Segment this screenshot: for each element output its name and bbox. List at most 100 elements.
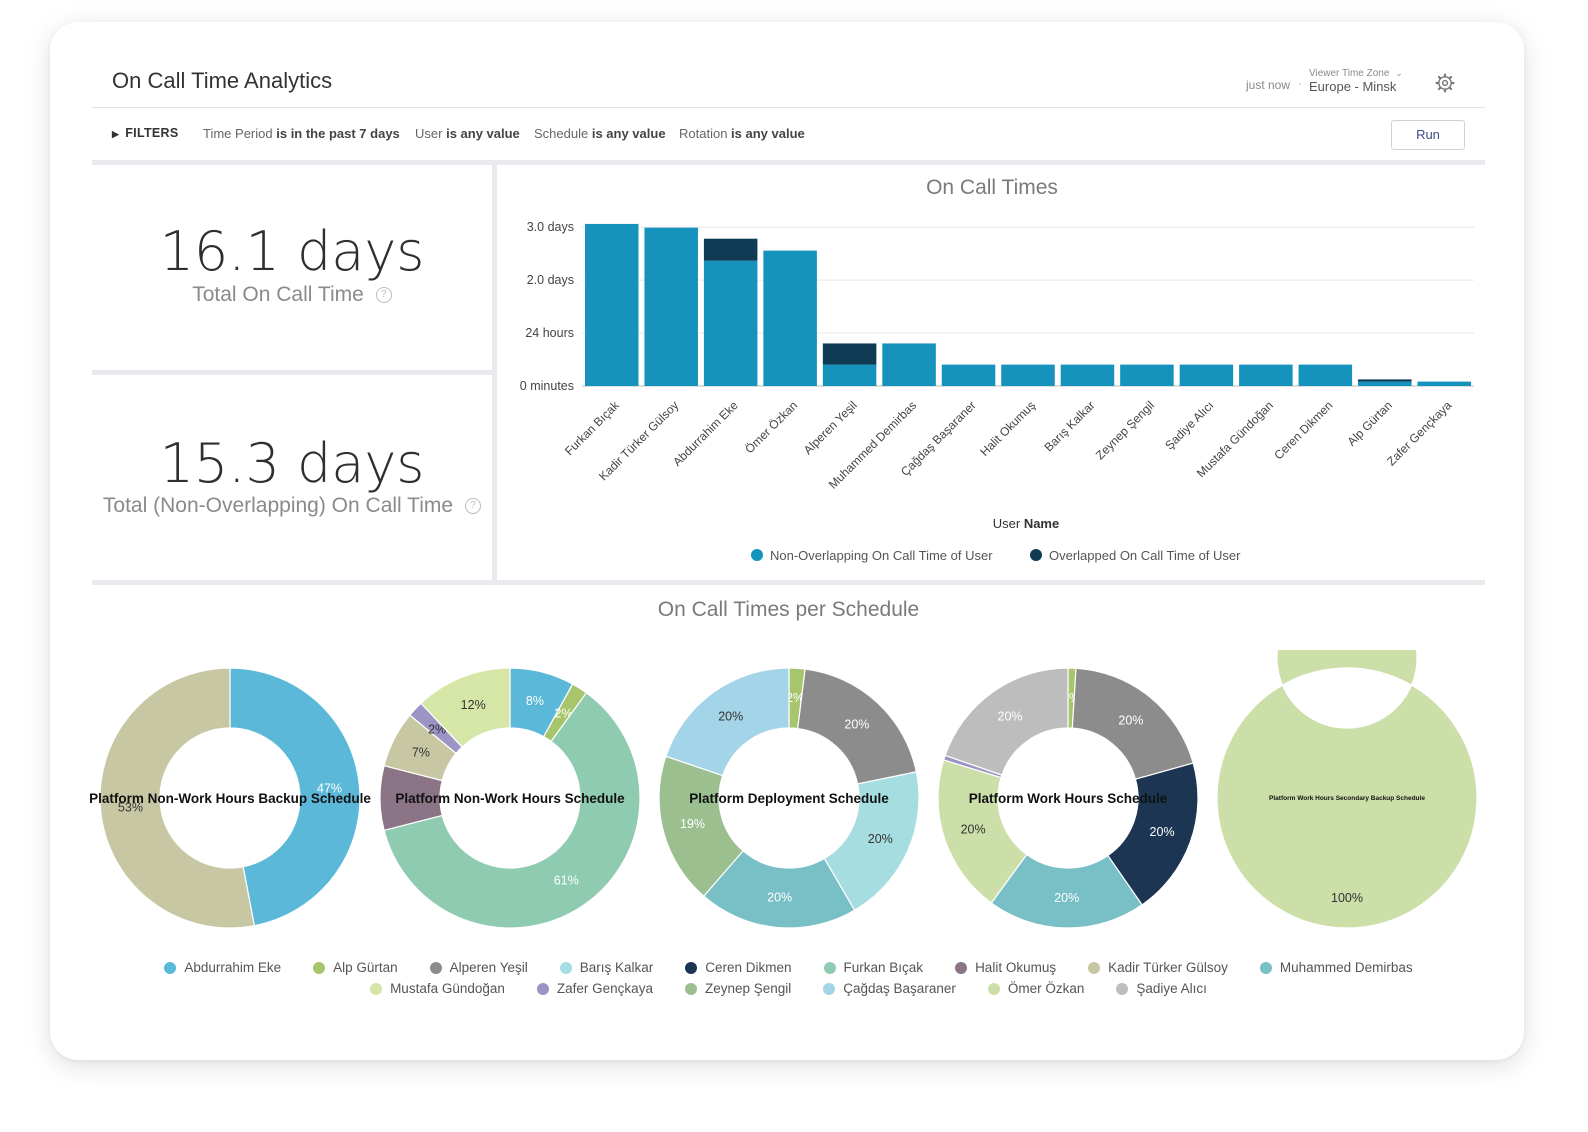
gear-icon[interactable] [1435, 73, 1455, 93]
legend-label: Ceren Dikmen [705, 960, 792, 975]
donut-slice[interactable] [702, 849, 856, 929]
header-separator: · [1298, 76, 1302, 90]
slice-label: 20% [1118, 713, 1143, 727]
slice-label: 47% [317, 782, 342, 796]
legend-label[interactable]: Overlapped On Call Time of User [1049, 548, 1241, 563]
x-axis-title-prefix: User [993, 516, 1024, 531]
caret-right-icon: ▶ [112, 129, 120, 139]
donut-slice[interactable] [99, 667, 256, 929]
help-icon[interactable]: ? [375, 287, 392, 304]
filter-field: Schedule [534, 126, 589, 141]
donut-section-title: On Call Times per Schedule [657, 598, 920, 621]
bar-overlapped[interactable] [822, 343, 877, 365]
kpi-nonoverlap-value: 15.3 days [159, 432, 425, 495]
legend-item[interactable]: Alperen Yeşil [429, 960, 528, 975]
bar-chart-title: On Call Times [926, 176, 1058, 199]
bar-non-overlapping[interactable] [1358, 381, 1412, 386]
filter-time-period[interactable]: Time Period is in the past 7 days [203, 126, 400, 141]
filter-condition: is any value [731, 126, 805, 141]
legend-label: Zeynep Şengil [704, 981, 792, 996]
donut-slice[interactable] [383, 691, 641, 929]
bar-non-overlapping[interactable] [1179, 364, 1234, 386]
legend-row: Abdurrahim Eke Alp Gürtan Alperen Yeşil Bar… [92, 957, 1485, 978]
slice-label: 7% [412, 746, 430, 760]
bar-non-overlapping[interactable] [584, 223, 639, 386]
donut-slice[interactable] [229, 667, 361, 927]
filter-schedule[interactable]: Schedule is any value [534, 126, 666, 141]
donut-center-title: Platform Deployment Schedule [689, 791, 889, 806]
donut-center-title: Platform Work Hours Secondary Backup Sch… [1269, 795, 1425, 802]
legend-marker [823, 962, 836, 975]
bar-non-overlapping[interactable] [822, 364, 877, 386]
donut-center-title: Platform Non-Work Hours Backup Schedule [89, 791, 371, 806]
bar-non-overlapping[interactable] [1417, 381, 1472, 386]
legend-item[interactable]: Zafer Gençkaya [536, 981, 653, 996]
donut-slice[interactable] [420, 667, 511, 748]
slice-label: 12% [461, 698, 486, 712]
legend-item[interactable]: Muhammed Demirbas [1259, 960, 1413, 975]
legend-label: Abdurrahim Eke [184, 960, 282, 975]
legend-item[interactable]: Şadiye Alıcı [1116, 981, 1207, 996]
kpi-nonoverlap-label-text: Total (Non-Overlapping) On Call Time [102, 494, 454, 517]
y-tick-label: 0 minutes [520, 379, 574, 393]
filter-condition: is in the past 7 days [276, 126, 400, 141]
legend-item[interactable]: Kadir Türker Gülsoy [1088, 960, 1228, 975]
bar-non-overlapping[interactable] [1060, 364, 1115, 386]
legend-marker [313, 962, 326, 975]
filter-rotation[interactable]: Rotation is any value [679, 126, 805, 141]
bar-overlapped[interactable] [703, 238, 758, 261]
bar-non-overlapping[interactable] [1298, 364, 1353, 386]
legend-item[interactable]: Ömer Özkan [987, 981, 1084, 996]
donut-slice[interactable] [944, 667, 1069, 776]
bar-non-overlapping[interactable] [644, 227, 698, 386]
bar-non-overlapping[interactable] [703, 260, 758, 386]
legend-item[interactable]: Zeynep Şengil [684, 981, 792, 996]
legend-item[interactable]: Halit Okumuş [955, 960, 1056, 975]
timezone-label-text: Viewer Time Zone [1309, 68, 1390, 79]
legend-item[interactable]: Alp Gürtan [313, 960, 398, 975]
legend-marker [685, 962, 698, 975]
x-tick-label: Barış Kalkar [1041, 398, 1097, 454]
legend-marker [1030, 549, 1042, 561]
donut-slice[interactable] [658, 755, 744, 897]
legend-label: Alp Gürtan [333, 960, 398, 975]
legend-label: Şadiye Alıcı [1136, 981, 1207, 996]
bar-non-overlapping[interactable] [941, 364, 996, 386]
legend-label[interactable]: Non-Overlapping On Call Time of User [770, 548, 993, 563]
bar-non-overlapping[interactable] [1239, 364, 1293, 386]
filter-condition: is any value [591, 126, 666, 141]
legend-label: Kadir Türker Gülsoy [1108, 960, 1228, 975]
legend-marker [955, 962, 968, 975]
legend-item[interactable]: Barış Kalkar [559, 960, 654, 975]
bar-non-overlapping[interactable] [763, 250, 817, 386]
legend-marker [823, 983, 836, 996]
legend-item[interactable]: Çağdaş Başaraner [823, 981, 956, 996]
x-tick-label: Furkan Bıçak [562, 398, 623, 459]
legend-marker [1088, 962, 1101, 975]
header-divider [92, 107, 1485, 108]
filter-user[interactable]: User is any value [415, 126, 520, 141]
y-tick-label: 24 hours [525, 326, 574, 340]
bar-non-overlapping[interactable] [1120, 364, 1174, 386]
slice-label: 19% [680, 817, 705, 831]
slice-label: 100% [1331, 891, 1363, 905]
timezone-label[interactable]: Viewer Time Zone ⌄ [1309, 68, 1403, 79]
bar-non-overlapping[interactable] [882, 343, 936, 386]
donut-slice[interactable] [823, 771, 920, 912]
slice-label: 20% [718, 710, 743, 724]
legend-item[interactable]: Ceren Dikmen [685, 960, 792, 975]
run-button[interactable]: Run [1391, 120, 1465, 150]
legend-item[interactable]: Furkan Bıçak [823, 960, 923, 975]
legend-item[interactable]: Mustafa Gündoğan [370, 981, 505, 996]
legend-item[interactable]: Abdurrahim Eke [164, 960, 281, 975]
donut-slice[interactable] [1216, 650, 1478, 929]
legend-label: Barış Kalkar [579, 960, 654, 975]
bar-non-overlapping[interactable] [1001, 364, 1055, 386]
help-icon[interactable]: ? [465, 498, 482, 515]
donut-slice[interactable] [665, 667, 790, 777]
donut-slice[interactable] [797, 668, 918, 785]
filters-toggle[interactable]: ▶ FILTERS [112, 126, 179, 140]
timezone-value[interactable]: Europe - Minsk [1309, 79, 1397, 94]
legend-marker [1116, 983, 1129, 996]
bar-overlapped[interactable] [1358, 379, 1412, 382]
